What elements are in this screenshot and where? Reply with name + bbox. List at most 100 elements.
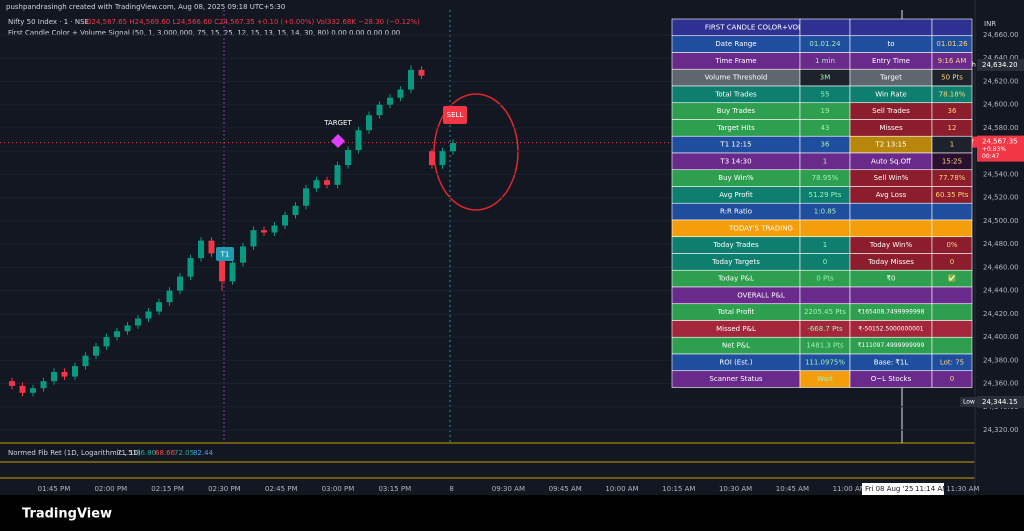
- table-text: Win Rate: [875, 90, 906, 98]
- candle-body: [429, 151, 435, 166]
- candle-body: [292, 205, 299, 216]
- sell-box: [443, 106, 467, 124]
- candle-body: [61, 371, 68, 377]
- t1-label: T1: [220, 251, 230, 259]
- table-text: Total Profit: [717, 308, 755, 316]
- table-text: ₹111097.4999999999: [858, 342, 925, 349]
- table-cell: [849, 286, 933, 305]
- x-tick-label: 09:45 AM: [549, 485, 582, 493]
- table-text: 9:16 AM: [938, 57, 967, 65]
- table-text: Missed P&L: [716, 325, 756, 333]
- table-text: OVERALL P&L: [737, 291, 785, 299]
- table-cell: [931, 370, 973, 388]
- crosshair-time: 11:14 AM: [915, 485, 948, 493]
- table-text: Base: ₹1L: [874, 358, 909, 366]
- table-text: 43: [821, 124, 830, 132]
- footer-bar: [0, 495, 1024, 531]
- table-text: 78.18%: [939, 90, 966, 98]
- table-text: Volume Threshold: [705, 74, 768, 82]
- candle-body: [187, 258, 194, 277]
- table-cell: [931, 336, 973, 355]
- sub-pane-value: 82.44: [193, 449, 214, 457]
- table-cell: [849, 202, 933, 221]
- table-cell: [931, 320, 973, 338]
- low-tag: Low: [963, 398, 975, 405]
- candle-body: [345, 150, 351, 166]
- candle-body: [30, 388, 36, 393]
- x-tick-label: 03:00 PM: [322, 485, 355, 493]
- crosshair-date: Fri 08 Aug '25: [865, 485, 913, 493]
- candle-body: [450, 143, 456, 152]
- table-text: ₹-50152.5000000001: [858, 325, 923, 332]
- candle-body: [145, 311, 152, 319]
- table-cell: [849, 219, 933, 238]
- x-tick-label: 11:00 AM: [833, 485, 866, 493]
- last-change: +0.83%: [982, 146, 1006, 153]
- x-tick-label: 02:00 PM: [94, 485, 127, 493]
- y-tick-label: 24,600.00: [983, 101, 1019, 109]
- table-text: Avg Loss: [876, 191, 907, 199]
- y-tick-label: 24,440.00: [983, 287, 1019, 295]
- y-tick-label: 24,380.00: [983, 356, 1019, 364]
- candle-body: [366, 115, 372, 131]
- table-text: 50 Pts: [941, 74, 963, 82]
- candle-body: [408, 69, 414, 90]
- table-text: Buy Trades: [717, 107, 756, 115]
- table-text: R:R Ratio: [720, 208, 752, 216]
- brand: TradingView: [22, 507, 112, 522]
- table-text: O~L Stocks: [871, 375, 912, 383]
- low-tag-bg: [960, 396, 977, 407]
- x-tick-label: 10:00 AM: [605, 485, 638, 493]
- currency: INR: [984, 20, 996, 28]
- table-text: 78.95%: [812, 174, 839, 182]
- x-tick-label: 10:30 AM: [719, 485, 752, 493]
- table-text: 3M: [820, 74, 831, 82]
- x-tick-label: 09:30 AM: [492, 485, 525, 493]
- low-label-bg: [977, 395, 1024, 408]
- y-tick-label: 24,500.00: [983, 217, 1019, 225]
- table-text: Time Frame: [714, 57, 756, 65]
- table-text: 0: [950, 258, 954, 266]
- table-text: 55: [821, 90, 830, 98]
- table-cell: [799, 18, 851, 37]
- t1-box: [216, 247, 234, 261]
- table-text: ROI (Est.): [719, 358, 752, 366]
- table-text: FIRST CANDLE COLOR+VOLUME: [705, 23, 817, 31]
- candle-body: [219, 253, 225, 282]
- table-text: ✅: [948, 274, 957, 283]
- table-text: 77.78%: [939, 174, 966, 182]
- candle-body: [208, 240, 215, 254]
- table-cell: [849, 18, 933, 37]
- table-text: Today P&L: [717, 275, 754, 283]
- table-text: Total Trades: [714, 90, 757, 98]
- candle-body: [124, 325, 131, 332]
- candle-body: [93, 346, 99, 356]
- creator: pushpandrasingh created with TradingView…: [6, 3, 285, 11]
- table-text: Target: [879, 74, 902, 82]
- candle-body: [51, 371, 57, 382]
- y-tick-label: 24,420.00: [983, 310, 1019, 318]
- table-text: 15:25: [942, 157, 962, 165]
- crosshair-bg: [862, 483, 944, 495]
- table-text: 0: [823, 258, 827, 266]
- sub-pane-value: 72.05: [174, 449, 194, 457]
- table-text: TODAY'S TRADING: [728, 224, 793, 232]
- x-tick-label: 10:15 AM: [662, 485, 695, 493]
- table-text: 60.35 Pts: [936, 191, 969, 199]
- x-tick-label: 02:15 PM: [151, 485, 184, 493]
- table-text: Avg Profit: [719, 191, 753, 199]
- target-marker: [331, 134, 345, 148]
- candle-body: [229, 262, 236, 282]
- table-text: 36: [948, 107, 957, 115]
- table-text: Buy Win%: [718, 174, 754, 182]
- table-text: 0: [950, 375, 954, 383]
- candle-body: [19, 385, 26, 393]
- last-timer: 00:47: [982, 153, 999, 160]
- y-tick-label: 24,540.00: [983, 170, 1019, 178]
- candle-body: [9, 381, 15, 386]
- table-text: 12: [948, 124, 957, 132]
- x-tick-label: 01:45 PM: [38, 485, 71, 493]
- table-text: 19: [821, 107, 830, 115]
- y-tick-label: 24,520.00: [983, 194, 1019, 202]
- table-text: ₹0: [887, 275, 896, 283]
